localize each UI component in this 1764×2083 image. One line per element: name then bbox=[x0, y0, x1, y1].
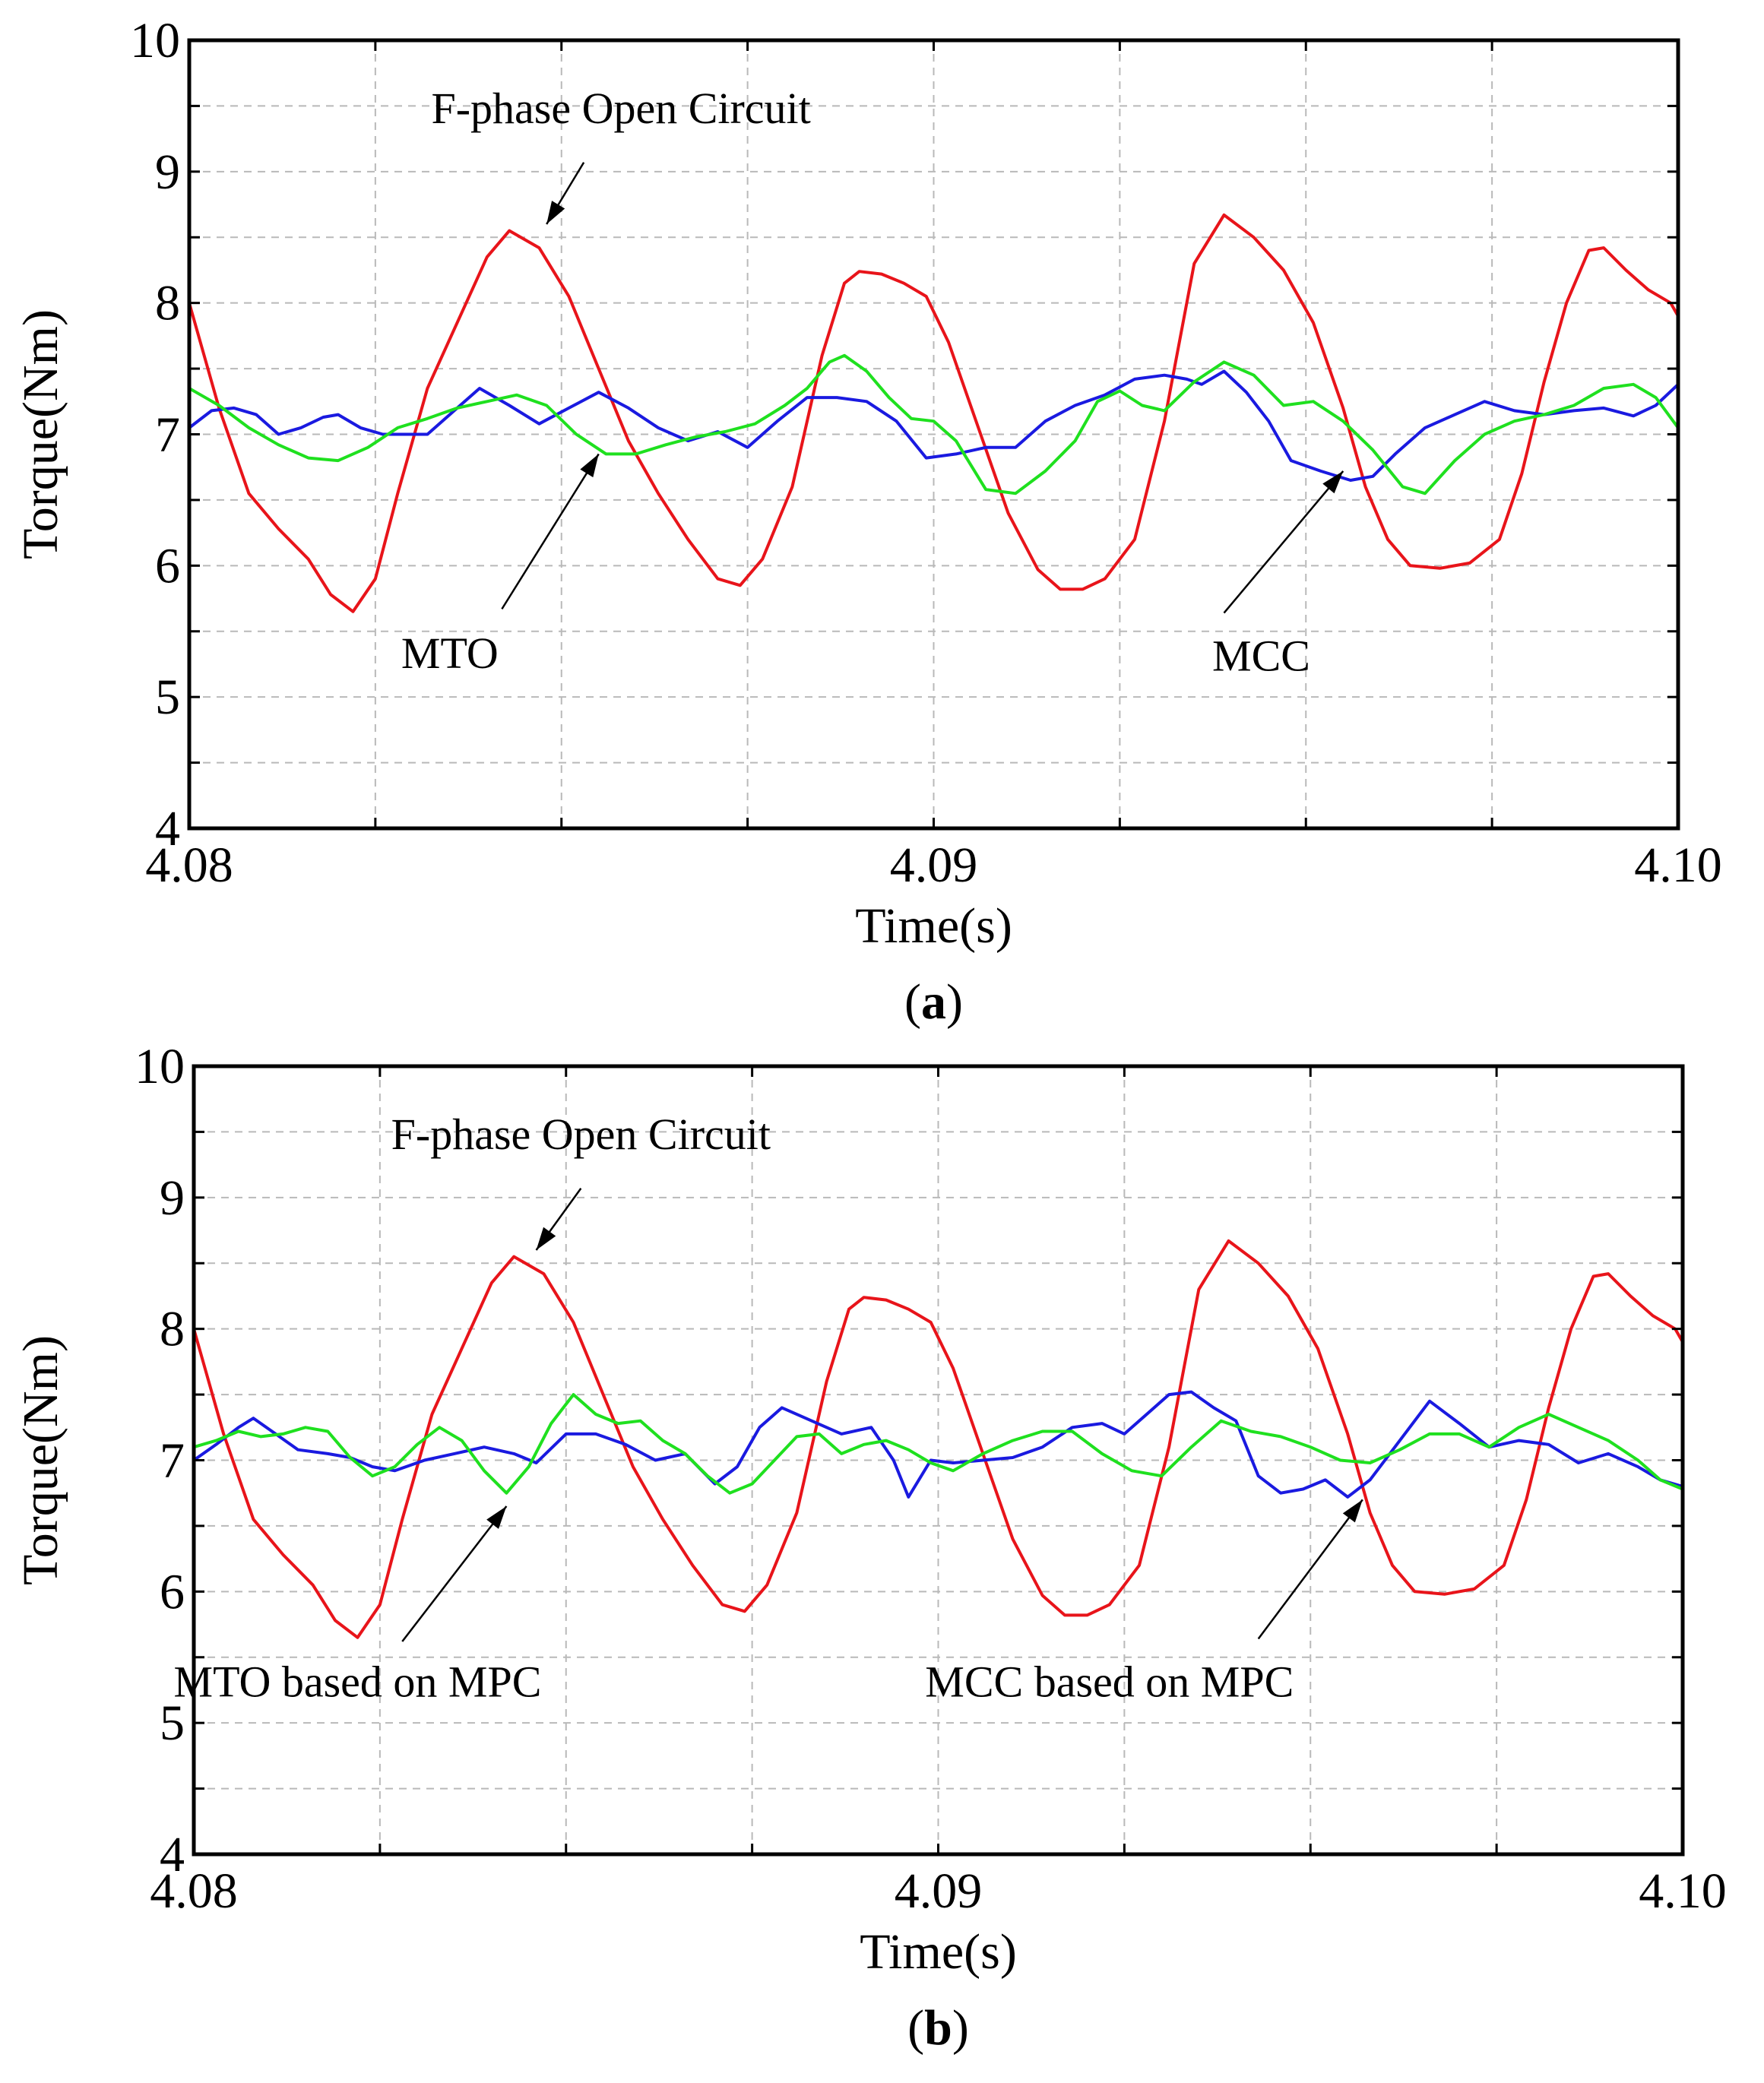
annotation-arrow-line bbox=[501, 453, 600, 610]
grid bbox=[194, 1066, 1683, 1854]
series-line-1 bbox=[192, 1239, 1684, 1639]
y-tick-label: 7 bbox=[155, 407, 180, 463]
y-tick-label: 7 bbox=[160, 1433, 185, 1489]
y-tick-labels: 4 5 6 7 8 9 10 bbox=[135, 1039, 185, 1882]
x-tick-labels: 4.08 4.09 4.10 bbox=[150, 1863, 1727, 1919]
annotation-label: MTO bbox=[401, 628, 499, 678]
annotations: F-phase Open Circuit MTO based on MPC MCC … bbox=[174, 1110, 1363, 1707]
panel-label-close: ) bbox=[946, 974, 963, 1030]
series-line-2 bbox=[192, 1390, 1684, 1499]
y-tick-label: 6 bbox=[160, 1564, 185, 1619]
x-tick-label: 4.09 bbox=[890, 837, 978, 893]
panel-a: 4 5 6 7 8 9 10 4.08 4.09 4.10 Time(s) Torque(Nm) F-p… bbox=[13, 13, 1722, 1030]
ticks bbox=[194, 1066, 1683, 1854]
y-axis-title: Torque(Nm) bbox=[13, 309, 68, 559]
annotation-arrow-head bbox=[546, 201, 565, 224]
x-tick-label: 4.10 bbox=[1639, 1863, 1727, 1919]
x-tick-labels: 4.08 4.09 4.10 bbox=[145, 837, 1722, 893]
y-tick-label: 9 bbox=[160, 1170, 185, 1226]
y-tick-labels: 4 5 6 7 8 9 10 bbox=[130, 13, 180, 856]
annotation-label: MCC based on MPC bbox=[925, 1657, 1294, 1707]
annotation-arrow-line bbox=[1223, 470, 1344, 614]
x-tick-label: 4.08 bbox=[150, 1863, 238, 1919]
annotation-arrow-head bbox=[580, 454, 599, 478]
panel-label: (b) bbox=[907, 2000, 969, 2056]
y-axis-title: Torque(Nm) bbox=[13, 1335, 68, 1585]
annotation-label: F-phase Open Circuit bbox=[391, 1110, 771, 1159]
x-axis-title: Time(s) bbox=[855, 898, 1012, 954]
y-tick-label: 5 bbox=[160, 1695, 185, 1751]
y-tick-label: 6 bbox=[155, 538, 180, 594]
panel-label-open: ( bbox=[904, 974, 921, 1030]
ticks bbox=[189, 40, 1678, 828]
annotation-label: MCC bbox=[1212, 632, 1310, 681]
x-tick-label: 4.10 bbox=[1634, 837, 1722, 893]
series-line-3 bbox=[192, 1393, 1684, 1495]
panel-label: (a) bbox=[904, 974, 963, 1030]
annotation-arrow-head bbox=[486, 1505, 507, 1529]
annotation-arrow-head bbox=[1322, 470, 1344, 494]
annotation-label: F-phase Open Circuit bbox=[431, 84, 810, 133]
annotation-arrow-line bbox=[401, 1505, 508, 1642]
y-tick-label: 8 bbox=[160, 1302, 185, 1357]
annotation-label: MTO based on MPC bbox=[174, 1657, 542, 1707]
y-tick-label: 9 bbox=[155, 144, 180, 200]
series-line-3 bbox=[188, 353, 1680, 495]
annotation-arrow-line bbox=[1257, 1499, 1363, 1640]
annotation-arrow-head bbox=[536, 1227, 556, 1250]
annotations: F-phase Open Circuit MTO MCC bbox=[401, 84, 1344, 681]
x-tick-label: 4.09 bbox=[895, 1863, 983, 1919]
panel-label-open: ( bbox=[907, 2000, 924, 2056]
annotation-arrow-head bbox=[1342, 1499, 1363, 1523]
panel-b: 4 5 6 7 8 9 10 4.08 4.09 4.10 Time(s) Torque(Nm) F-p… bbox=[13, 1039, 1727, 2056]
panel-label-close: ) bbox=[952, 2000, 969, 2056]
y-tick-label: 8 bbox=[155, 276, 180, 331]
x-axis-title: Time(s) bbox=[860, 1924, 1017, 1980]
series-group bbox=[188, 213, 1680, 613]
y-tick-label: 5 bbox=[155, 670, 180, 725]
y-tick-label: 4 bbox=[160, 1827, 185, 1882]
series-group bbox=[192, 1239, 1684, 1639]
panel-label-letter: a bbox=[921, 974, 946, 1030]
y-tick-label: 4 bbox=[155, 801, 180, 856]
y-tick-label: 10 bbox=[130, 13, 180, 68]
y-tick-label: 10 bbox=[135, 1039, 185, 1094]
x-tick-label: 4.08 bbox=[145, 837, 233, 893]
series-line-1 bbox=[188, 213, 1680, 613]
panel-label-letter: b bbox=[924, 2000, 952, 2056]
